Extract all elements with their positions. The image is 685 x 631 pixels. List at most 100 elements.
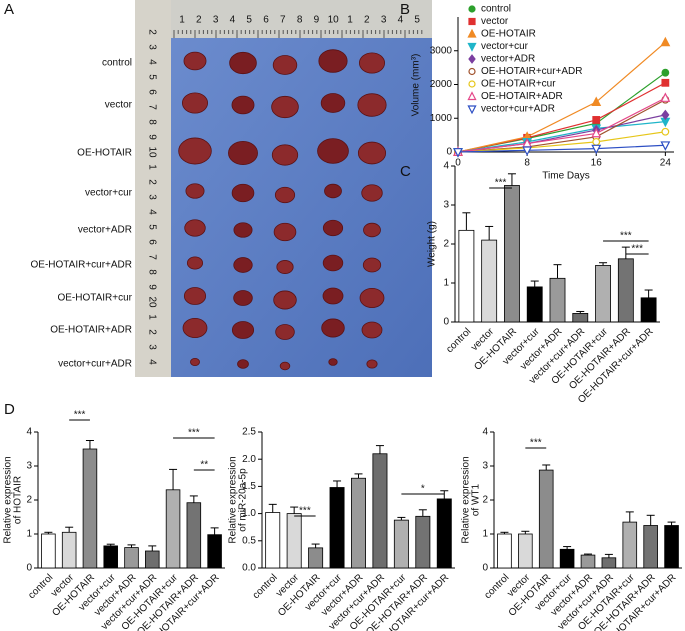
ruler-number: 3 <box>146 44 157 50</box>
row-label: OE-HOTAIR <box>77 148 132 159</box>
tumor <box>183 287 207 305</box>
ruler-number: 10 <box>146 146 157 158</box>
y-tick-label: 2.0 <box>242 454 256 465</box>
bar <box>640 297 657 323</box>
panel-label: C <box>400 163 411 180</box>
bar <box>595 265 611 323</box>
legend-label: vector+cur <box>481 41 529 52</box>
legend-marker <box>467 105 477 115</box>
legend-label: OE-HOTAIR+cur+ADR <box>481 66 583 77</box>
legend-label: OE-HOTAIR+ADR <box>481 91 563 102</box>
bar <box>436 498 452 569</box>
legend-label: control <box>481 4 511 15</box>
bar <box>265 512 281 569</box>
tumor <box>233 290 253 306</box>
ruler-number: 9 <box>146 284 157 290</box>
y-tick-label: 4 <box>482 427 488 438</box>
marker <box>591 96 602 106</box>
ruler-number: 4 <box>398 15 404 26</box>
tumor <box>183 51 207 71</box>
ruler-number: 20 <box>146 296 157 308</box>
y-tick-label: 1000 <box>430 113 453 124</box>
row-label: OE-HOTAIR+cur <box>57 293 132 304</box>
panel-label: B <box>400 1 410 18</box>
tumor <box>273 290 297 310</box>
y-axis-label: Relative expression <box>228 456 239 543</box>
row-label: vector+ADR <box>78 225 132 236</box>
tumor <box>321 318 345 338</box>
ruler-number: 3 <box>381 15 387 26</box>
ruler-number: 6 <box>146 89 157 95</box>
ruler-number: 9 <box>146 134 157 140</box>
legend-label: vector+cur+ADR <box>481 104 555 115</box>
tumor <box>190 357 200 367</box>
tumor <box>366 359 378 369</box>
y-tick-label: 0.0 <box>242 563 256 574</box>
tumor <box>276 260 294 274</box>
ruler-number: 5 <box>414 15 420 26</box>
tumor <box>178 137 212 165</box>
tumor <box>233 222 253 238</box>
tumor <box>231 321 255 339</box>
bar <box>481 239 498 323</box>
x-tick-label: 8 <box>524 158 530 169</box>
y-tick-label: 2000 <box>430 79 453 90</box>
x-axis-label: Time Days <box>542 171 589 182</box>
legend-marker <box>468 80 476 88</box>
bar <box>549 277 566 323</box>
marker <box>591 127 602 138</box>
bar <box>372 453 388 569</box>
series-line <box>457 41 666 153</box>
significance-label: *** <box>631 244 643 255</box>
bar <box>664 525 679 569</box>
tumor <box>274 186 296 204</box>
tumor <box>181 92 209 114</box>
marker <box>592 137 601 146</box>
y-tick-label: 1 <box>26 529 32 540</box>
ruler-number: 7 <box>146 104 157 110</box>
left-ruler <box>135 0 171 377</box>
y-tick-label: 2 <box>26 495 32 506</box>
tumor <box>322 219 344 237</box>
tumor <box>273 222 297 242</box>
legend-marker <box>467 42 477 52</box>
bar <box>145 550 160 569</box>
ruler-number: 1 <box>146 314 157 320</box>
ruler-number: 9 <box>314 15 320 26</box>
significance-label: *** <box>74 410 86 421</box>
ruler-number: 2 <box>146 329 157 335</box>
marker <box>661 127 670 136</box>
ruler-number: 10 <box>328 15 340 26</box>
significance-label: *** <box>620 231 632 242</box>
marker <box>660 92 671 102</box>
tumor <box>363 222 381 238</box>
bar <box>103 545 118 569</box>
marker <box>660 36 671 47</box>
y-tick-label: 4 <box>26 427 32 438</box>
tumor <box>358 52 386 74</box>
tumor <box>231 95 255 115</box>
y-tick-label: 2.5 <box>242 427 256 438</box>
ruler-number: 3 <box>146 194 157 200</box>
ruler-number: 6 <box>263 15 269 26</box>
ruler-number: 4 <box>230 15 236 26</box>
x-tick-label: 16 <box>591 158 603 169</box>
bar <box>518 533 533 569</box>
bar <box>538 469 554 569</box>
y-tick-label: 0 <box>443 317 449 328</box>
y-tick-label: 3 <box>26 461 32 472</box>
ruler-number: 2 <box>196 15 202 26</box>
tumor <box>279 361 291 371</box>
tumor <box>317 138 349 164</box>
significance-label: *** <box>299 506 311 517</box>
tumor <box>357 93 387 117</box>
tumor <box>185 183 205 199</box>
tumor <box>271 144 299 166</box>
ruler-number: 8 <box>146 119 157 125</box>
marker <box>522 146 533 156</box>
bar <box>351 477 366 569</box>
tumor <box>182 318 208 338</box>
bar <box>504 185 520 323</box>
marker <box>661 68 670 77</box>
